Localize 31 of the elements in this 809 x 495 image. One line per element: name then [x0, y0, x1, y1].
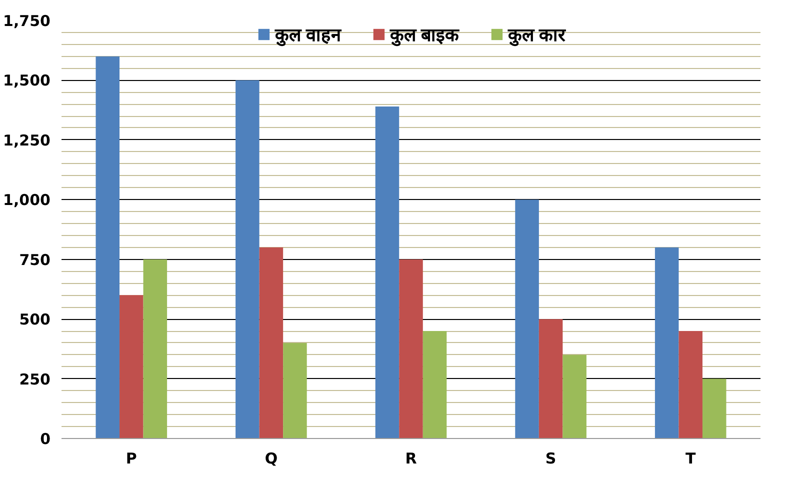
y-tick-label: 750: [19, 250, 50, 269]
legend-label: कुल वाहन: [274, 24, 341, 46]
x-tick-label: S: [545, 450, 556, 468]
y-tick-label: 1,000: [3, 191, 51, 210]
bar: [702, 378, 726, 438]
x-tick-label: Q: [264, 450, 278, 468]
y-tick-label: 500: [19, 310, 50, 329]
bar: [283, 342, 307, 438]
bar: [143, 259, 168, 438]
bar: [375, 106, 400, 438]
bar: [236, 80, 260, 438]
y-tick-label: 0: [40, 430, 50, 448]
x-tick-label: R: [405, 450, 418, 468]
y-tick-label: 250: [19, 370, 50, 388]
bar: [654, 247, 679, 438]
bar: [96, 56, 120, 438]
x-tick-label: T: [685, 450, 696, 468]
legend-label: कुल कार: [508, 24, 566, 46]
y-tick-label: 1,250: [3, 131, 51, 150]
y-tick-label: 1,750: [3, 12, 51, 30]
bar: [678, 331, 702, 438]
bar: [399, 259, 423, 438]
bar: [538, 319, 563, 438]
legend-label: कुल बाइक: [390, 24, 460, 46]
x-tick-label: P: [126, 450, 137, 468]
bar: [259, 247, 284, 438]
bar: [422, 331, 447, 438]
bar: [562, 354, 586, 438]
y-tick-label: 1,500: [3, 72, 51, 90]
bar: [515, 200, 539, 438]
bar: [120, 295, 144, 438]
